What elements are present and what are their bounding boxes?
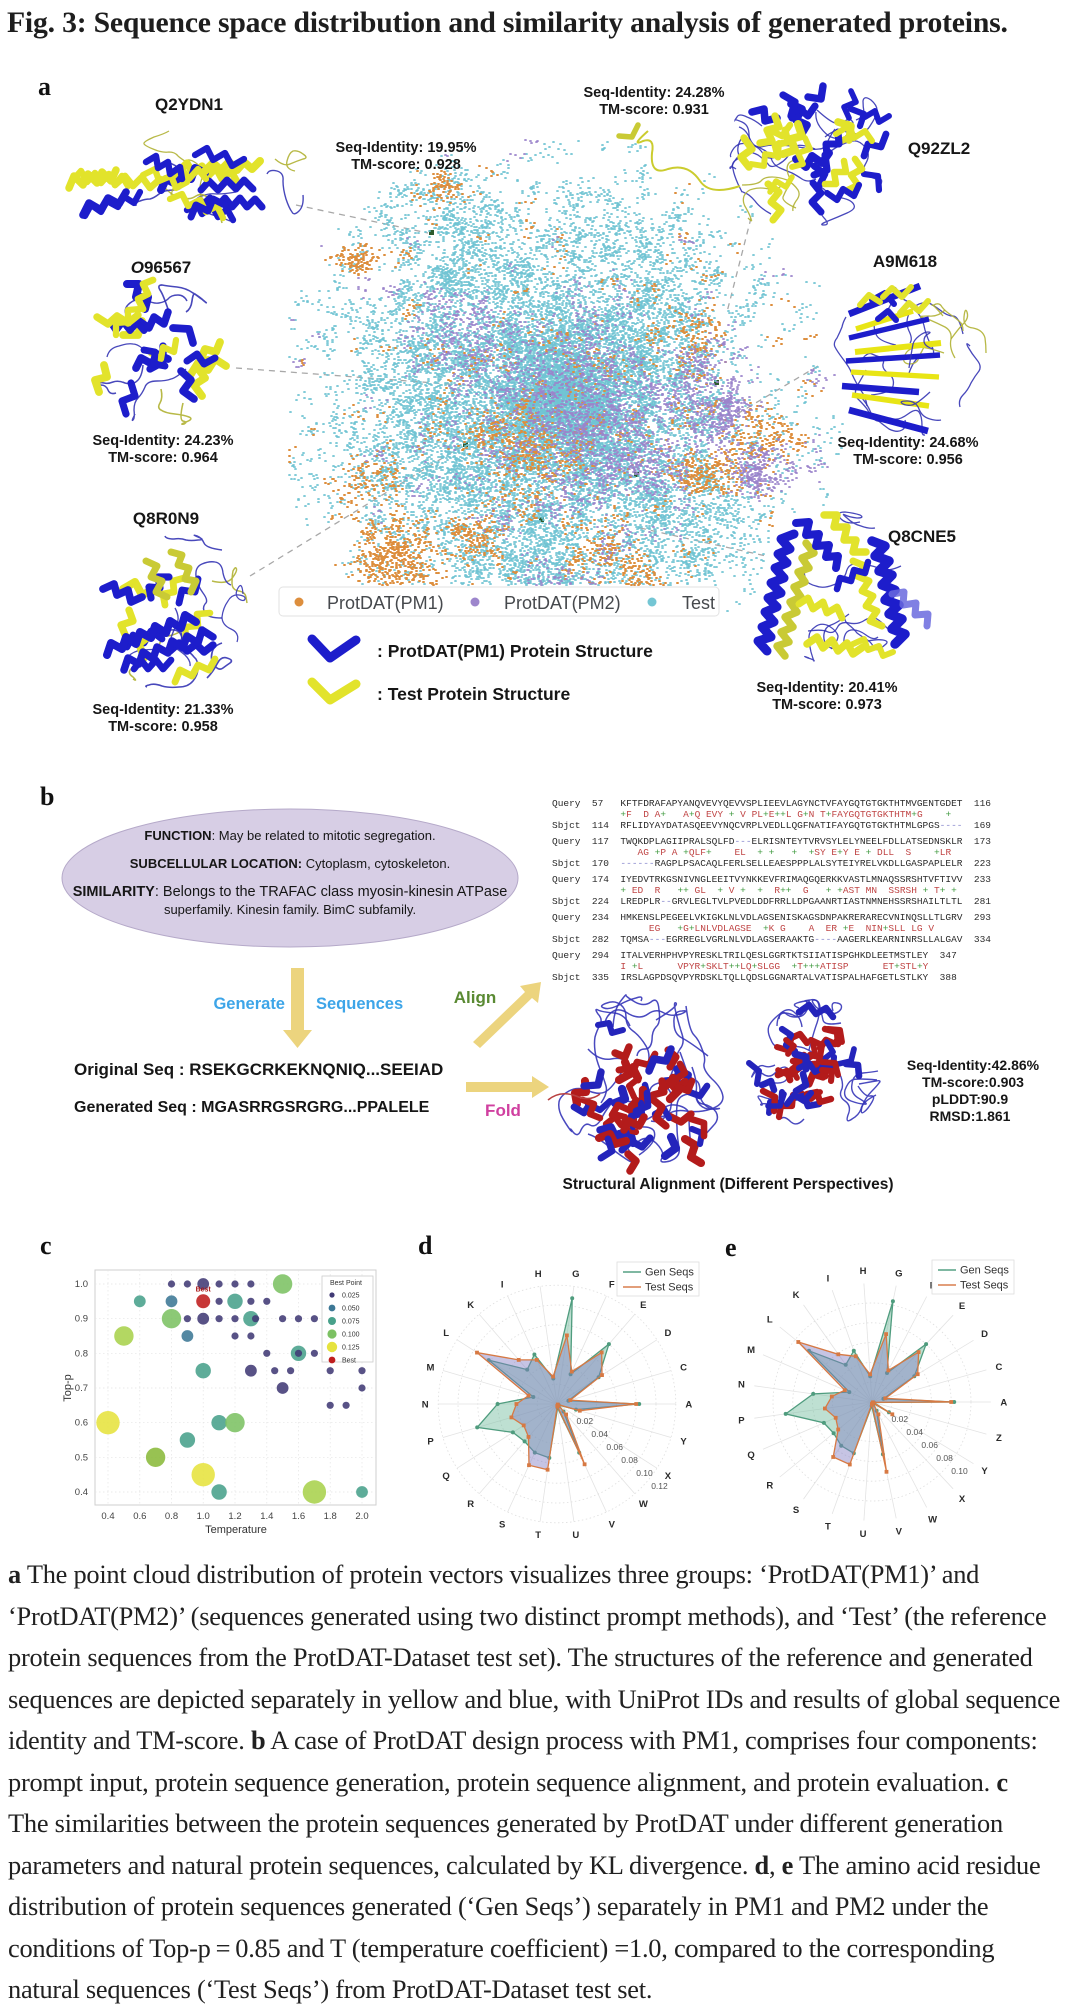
svg-text:X: X	[959, 1494, 966, 1505]
svg-text:H: H	[860, 1266, 867, 1277]
svg-text:1.2: 1.2	[228, 1511, 241, 1522]
svg-text:S: S	[499, 1519, 505, 1530]
svg-text:G: G	[895, 1269, 902, 1280]
svg-text:L: L	[443, 1328, 449, 1339]
svg-text:P: P	[427, 1437, 434, 1448]
svg-text:N: N	[738, 1380, 745, 1391]
svg-text:Test Seqs: Test Seqs	[960, 1280, 1009, 1292]
svg-text:0.7: 0.7	[75, 1383, 88, 1394]
svg-text:I: I	[827, 1273, 830, 1284]
svg-text:0.025: 0.025	[342, 1293, 360, 1300]
svg-text:W: W	[928, 1515, 937, 1526]
svg-text:1.8: 1.8	[324, 1511, 337, 1522]
svg-text:0.125: 0.125	[342, 1345, 360, 1352]
svg-text:M: M	[427, 1362, 435, 1373]
svg-text:D: D	[664, 1328, 671, 1339]
svg-text:Temperature: Temperature	[205, 1524, 267, 1536]
svg-text:K: K	[793, 1290, 800, 1301]
svg-text:C: C	[680, 1362, 687, 1373]
svg-text:X: X	[665, 1471, 672, 1482]
svg-text:Top-p: Top-p	[62, 1374, 74, 1402]
svg-text:0.06: 0.06	[921, 1440, 938, 1450]
svg-text:0.02: 0.02	[577, 1416, 594, 1426]
svg-text:W: W	[639, 1499, 648, 1510]
svg-text:0.050: 0.050	[342, 1306, 360, 1313]
svg-text:P: P	[738, 1415, 745, 1426]
svg-text:N: N	[422, 1400, 429, 1411]
svg-text:Z: Z	[996, 1433, 1002, 1444]
svg-text:C: C	[995, 1362, 1002, 1373]
svg-text:0.04: 0.04	[906, 1427, 923, 1437]
svg-text:0.08: 0.08	[621, 1455, 638, 1465]
svg-text:0.8: 0.8	[75, 1348, 88, 1359]
svg-text:Best: Best	[196, 1286, 212, 1293]
svg-text:2.0: 2.0	[355, 1511, 368, 1522]
svg-text:K: K	[467, 1300, 474, 1311]
svg-text:1.0: 1.0	[197, 1511, 210, 1522]
svg-text:S: S	[793, 1505, 799, 1516]
svg-text:E: E	[959, 1301, 965, 1312]
svg-text:T: T	[825, 1522, 831, 1533]
svg-text:0.08: 0.08	[936, 1453, 953, 1463]
svg-text:D: D	[981, 1329, 988, 1340]
svg-text:U: U	[860, 1529, 867, 1540]
svg-text:V: V	[609, 1519, 616, 1530]
svg-text:I: I	[501, 1280, 504, 1291]
svg-text:0.6: 0.6	[75, 1418, 88, 1429]
svg-text:1.0: 1.0	[75, 1279, 88, 1290]
svg-text:V: V	[896, 1527, 903, 1538]
svg-text:Q: Q	[442, 1471, 449, 1482]
svg-text:Best: Best	[342, 1358, 356, 1365]
svg-text:M: M	[747, 1345, 755, 1356]
svg-text:L: L	[767, 1314, 773, 1325]
svg-text:Y: Y	[680, 1437, 687, 1448]
svg-text:0.075: 0.075	[342, 1319, 360, 1326]
svg-text:Gen Seqs: Gen Seqs	[960, 1265, 1009, 1277]
svg-text:Q: Q	[747, 1450, 754, 1461]
svg-text:G: G	[572, 1269, 579, 1280]
svg-text:E: E	[640, 1300, 646, 1311]
svg-text:0.6: 0.6	[133, 1511, 146, 1522]
svg-text:0.8: 0.8	[165, 1511, 178, 1522]
svg-text:U: U	[572, 1530, 579, 1541]
svg-text:0.04: 0.04	[591, 1429, 608, 1439]
svg-text:1.4: 1.4	[260, 1511, 273, 1522]
svg-text:R: R	[467, 1499, 474, 1510]
svg-text:Test Seqs: Test Seqs	[645, 1282, 694, 1294]
svg-text:A: A	[685, 1400, 692, 1411]
svg-text:F: F	[609, 1280, 615, 1291]
svg-text:0.100: 0.100	[342, 1332, 360, 1339]
svg-text:0.06: 0.06	[606, 1442, 623, 1452]
svg-text:0.9: 0.9	[75, 1314, 88, 1325]
svg-text:0.4: 0.4	[101, 1511, 114, 1522]
svg-text:0.10: 0.10	[636, 1468, 653, 1478]
svg-text:H: H	[535, 1269, 542, 1280]
svg-text:0.02: 0.02	[892, 1414, 909, 1424]
svg-text:1.6: 1.6	[292, 1511, 305, 1522]
svg-text:Best Point: Best Point	[330, 1280, 362, 1287]
svg-text:R: R	[766, 1481, 773, 1492]
svg-text:0.12: 0.12	[651, 1481, 668, 1491]
svg-text:Gen Seqs: Gen Seqs	[645, 1267, 694, 1279]
svg-text:0.4: 0.4	[75, 1487, 88, 1498]
svg-text:0.5: 0.5	[75, 1452, 88, 1463]
svg-text:T: T	[535, 1530, 541, 1541]
svg-text:Y: Y	[981, 1466, 988, 1477]
svg-text:A: A	[1000, 1398, 1007, 1409]
svg-text:0.10: 0.10	[951, 1466, 968, 1476]
